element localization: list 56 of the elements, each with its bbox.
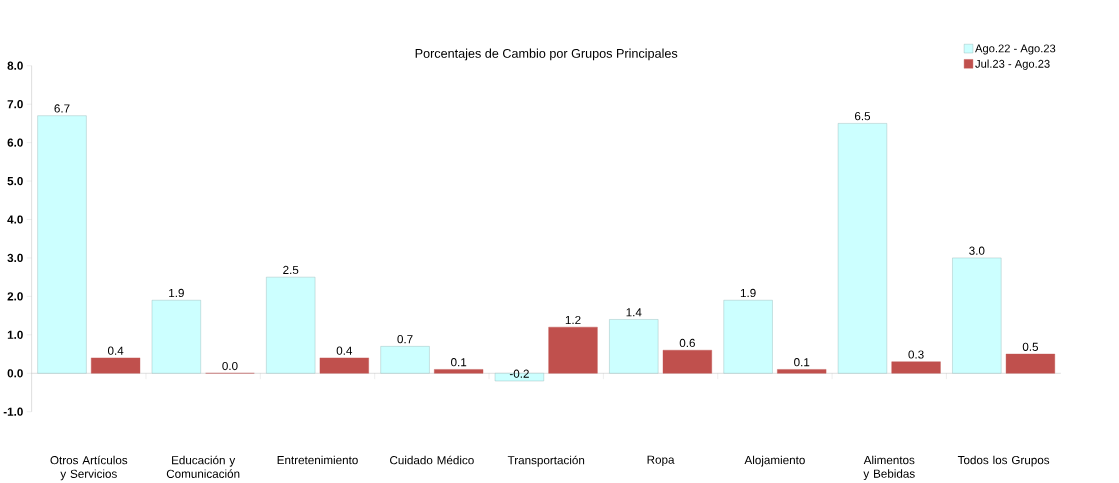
legend-label: Jul.23 - Ago.23 [975,59,1050,70]
x-tick-label: Entretenimiento [277,455,358,464]
data-label: 1.9 [169,288,184,297]
data-label: -0.2 [509,369,529,378]
y-tick-label: 1.0 [7,330,23,339]
y-tick-label: 8.0 [7,61,23,70]
bar [151,299,201,374]
bar [662,349,712,374]
bar [434,369,484,374]
y-tick-label: 2.0 [7,292,23,301]
y-tick-label: 4.0 [7,215,23,224]
bar [609,319,659,374]
x-tick-label: Alojamiento [744,455,805,467]
bar [777,369,827,374]
bar [266,276,316,374]
bar [91,357,141,374]
data-label: 0.4 [107,346,124,355]
legend-label: Ago.22 - Ago.23 [975,44,1056,55]
chart-title: Porcentajes de Cambio por Grupos Principales [415,48,678,61]
bar [1005,353,1055,374]
y-tick-label: -1.0 [3,407,23,416]
x-tick-label: Educación y Comunicación [166,455,240,478]
x-tick-label: Otros Artículos y Servicios [50,455,128,481]
data-label: 0.7 [397,334,413,344]
x-tick-label: Todos los Grupos [957,455,1050,467]
bar [891,361,941,374]
x-tick-label: Alimentos y Bebidas [863,455,915,480]
bar [548,326,598,374]
bar [37,115,87,374]
y-tick-label: 6.0 [7,138,23,147]
bar [723,299,773,374]
bar [837,122,888,374]
x-tick-label: Ropa [647,455,675,466]
x-tick-label: Transportación [507,455,585,467]
data-label: 3.0 [969,246,985,255]
y-tick-label: 3.0 [7,253,23,262]
y-tick-label: 5.0 [7,176,23,185]
y-tick-label: 7.0 [7,99,23,109]
y-tick-label: 0.0 [7,368,23,378]
data-label: 1.2 [565,315,581,324]
data-label: 6.7 [54,104,70,113]
data-label: 0.1 [794,357,810,367]
bar [380,345,430,374]
bar [319,357,369,374]
data-label: 0.1 [451,357,467,367]
x-tick-label: Cuidado Médico [390,455,474,465]
data-label: 0.5 [1022,342,1039,351]
data-label: 1.4 [626,308,642,317]
data-label: 0.6 [679,338,695,347]
data-label: 2.5 [283,265,299,274]
data-label: 1.9 [740,288,756,297]
data-label: 0.3 [908,350,924,359]
bar [952,257,1002,374]
data-label: 0.4 [336,346,353,355]
data-label: 6.5 [854,111,871,121]
data-label: 0.0 [222,361,238,370]
